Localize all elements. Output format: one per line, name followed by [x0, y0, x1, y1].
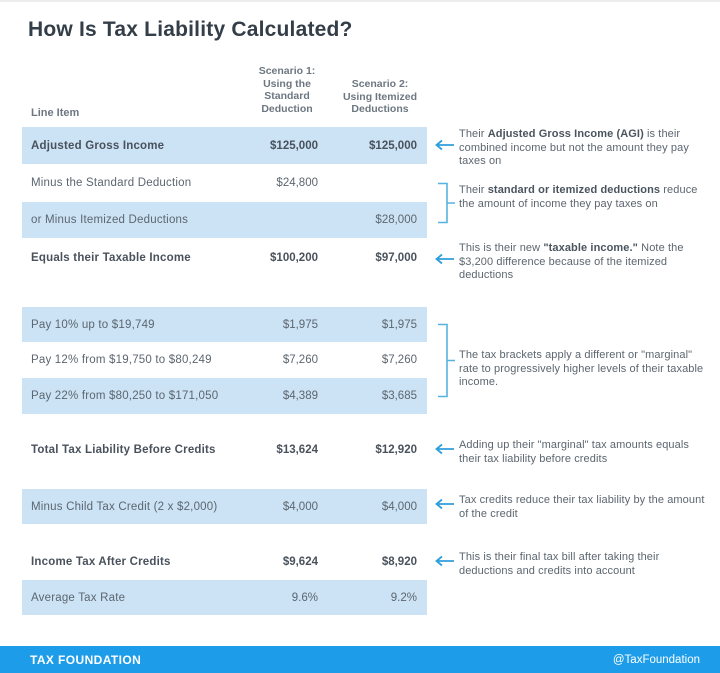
scenario1-value: 9.6% — [291, 591, 318, 604]
column-header-line-item: Line Item — [31, 107, 80, 119]
annotation-tax-brackets: The tax brackets apply a different or "m… — [459, 349, 704, 388]
left-arrow-icon — [435, 139, 454, 151]
row-label: Total Tax Liability Before Credits — [31, 444, 216, 456]
annotation-deductions: Their standard or itemized deductions re… — [459, 184, 698, 210]
scenario2-value: $4,000 — [381, 500, 417, 513]
row-average-tax-rate: Average Tax Rate 9.6% 9.2% — [22, 580, 427, 615]
row-total-liability-before-credits: Total Tax Liability Before Credits $13,6… — [22, 432, 427, 468]
scenario1-value: $1,975 — [282, 318, 318, 331]
twitter-handle: @TaxFoundation — [612, 653, 700, 666]
scenario1-value: $24,800 — [276, 177, 318, 189]
row-standard-deduction: Minus the Standard Deduction $24,800 — [22, 164, 427, 202]
row-bracket-12pct: Pay 12% from $19,750 to $80,249 $7,260 $… — [22, 342, 427, 378]
left-arrow-icon — [435, 443, 454, 455]
annotation-taxable-income: This is their new "taxable income." Note… — [459, 242, 684, 281]
row-label: Equals their Taxable Income — [31, 252, 191, 264]
column-header-scenario2: Scenario 2: Using Itemized Deductions — [342, 78, 418, 115]
row-itemized-deductions: or Minus Itemized Deductions $28,000 — [22, 202, 427, 238]
annotation-tax-credits: Tax credits reduce their tax liability b… — [459, 494, 705, 520]
row-adjusted-gross-income: Adjusted Gross Income $125,000 $125,000 — [22, 127, 427, 164]
scenario2-value: $97,000 — [375, 252, 417, 264]
scenario2-value: $1,975 — [381, 318, 417, 331]
row-taxable-income: Equals their Taxable Income $100,200 $97… — [22, 238, 427, 278]
page-title: How Is Tax Liability Calculated? — [28, 18, 353, 41]
row-bracket-10pct: Pay 10% up to $19,749 $1,975 $1,975 — [22, 307, 427, 342]
annotation-final-tax-bill: This is their final tax bill after takin… — [459, 551, 660, 577]
scenario2-value: $8,920 — [381, 556, 417, 568]
bracket-deductions-icon — [438, 182, 455, 224]
column-header-scenario1: Scenario 1: Using the Standard Deduction — [258, 65, 316, 115]
scenario2-value: $12,920 — [375, 444, 417, 456]
row-label: Pay 10% up to $19,749 — [31, 318, 155, 331]
scenario1-value: $13,624 — [276, 444, 318, 456]
row-income-tax-after-credits: Income Tax After Credits $9,624 $8,920 — [22, 544, 427, 580]
footer-bar: TAX FOUNDATION @TaxFoundation — [0, 646, 720, 673]
scenario1-value: $4,389 — [282, 390, 318, 402]
annotation-agi: Their Adjusted Gross Income (AGI) is the… — [459, 128, 689, 167]
row-label: Pay 22% from $80,250 to $171,050 — [31, 390, 219, 402]
tax-table: Adjusted Gross Income $125,000 $125,000 … — [22, 127, 427, 615]
row-label: Pay 12% from $19,750 to $80,249 — [31, 354, 212, 366]
annotation-liability-before-credits: Adding up their "marginal" tax amounts e… — [459, 439, 689, 465]
left-arrow-icon — [435, 498, 454, 510]
row-label: or Minus Itemized Deductions — [31, 214, 189, 226]
scenario2-value: $3,685 — [381, 390, 417, 402]
scenario2-value: 9.2% — [390, 591, 417, 604]
brand-label: TAX FOUNDATION — [30, 652, 142, 667]
scenario2-value: $28,000 — [375, 214, 417, 226]
scenario2-value: $125,000 — [369, 139, 417, 152]
left-arrow-icon — [435, 555, 454, 567]
scenario1-value: $7,260 — [282, 354, 318, 366]
row-bracket-22pct: Pay 22% from $80,250 to $171,050 $4,389 … — [22, 378, 427, 414]
bracket-tax-brackets-icon — [438, 323, 455, 398]
scenario1-value: $125,000 — [270, 139, 318, 152]
left-arrow-icon — [435, 253, 454, 265]
scenario1-value: $9,624 — [282, 556, 318, 568]
scenario1-value: $100,200 — [270, 252, 318, 264]
row-label: Minus the Standard Deduction — [31, 177, 192, 189]
row-child-tax-credit: Minus Child Tax Credit (2 x $2,000) $4,0… — [22, 489, 427, 524]
row-label: Minus Child Tax Credit (2 x $2,000) — [31, 500, 218, 513]
row-label: Average Tax Rate — [31, 591, 126, 604]
row-label: Adjusted Gross Income — [31, 139, 165, 152]
scenario1-value: $4,000 — [282, 500, 318, 513]
scenario2-value: $7,260 — [381, 354, 417, 366]
row-label: Income Tax After Credits — [31, 556, 171, 568]
